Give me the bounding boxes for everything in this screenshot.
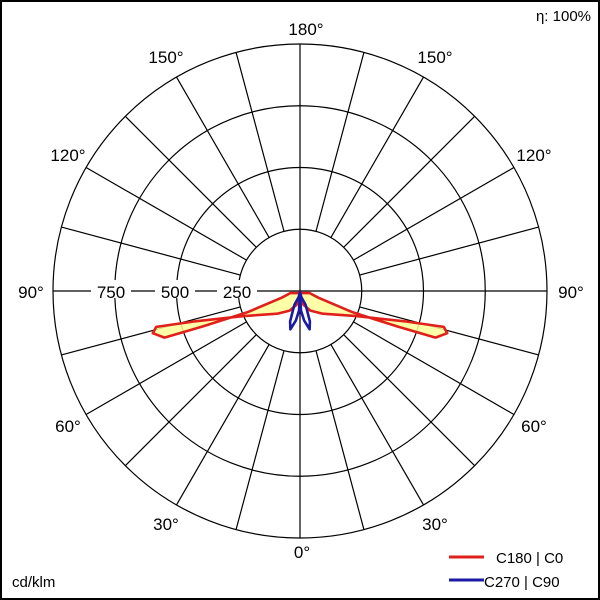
grid-spoke-210 [175, 76, 270, 238]
grid-spoke-45 [343, 334, 476, 467]
angle-label-120-left: 120° [50, 146, 85, 165]
angle-label-150-left: 150° [148, 48, 183, 67]
polar-grid [10, 43, 590, 539]
grid-spoke-315 [124, 334, 257, 467]
radial-tick-label-500: 500 [161, 283, 189, 302]
tick-label-bg-0 [91, 280, 131, 298]
grid-spoke-285 [61, 306, 241, 356]
angle-label-top: 180° [288, 20, 323, 39]
grid-spoke-195 [235, 52, 285, 232]
grid-spoke-255 [61, 226, 241, 276]
angle-label-120-right: 120° [516, 146, 551, 165]
grid-spoke-300 [85, 321, 247, 416]
angle-label-90-right: 90° [558, 283, 584, 302]
radial-tick-label-750: 750 [97, 283, 125, 302]
angle-label-60-right: 60° [521, 417, 547, 436]
grid-spoke-150 [330, 76, 425, 238]
angle-label-150-right: 150° [417, 48, 452, 67]
angle-label-bottom: 0° [294, 543, 310, 562]
angle-label-60-left: 60° [55, 417, 81, 436]
grid-spoke-75 [359, 306, 539, 356]
grid-spoke-135 [343, 115, 476, 248]
grid-spoke-225 [124, 115, 257, 248]
angle-label-90-left: 90° [18, 283, 44, 302]
series-curve-1 [288, 290, 312, 331]
tick-label-bg-2 [217, 280, 257, 298]
grid-spoke-120 [353, 166, 515, 261]
grid-spoke-240 [85, 166, 247, 261]
grid-spoke-30 [330, 344, 425, 506]
grid-spoke-165 [315, 52, 365, 232]
grid-spoke-105 [359, 226, 539, 276]
grid-spoke-15 [315, 350, 365, 530]
angle-label-30-left: 30° [153, 515, 179, 534]
efficiency-label: η: 100% [536, 8, 591, 25]
grid-spoke-345 [235, 350, 285, 530]
curves [151, 290, 449, 339]
angle-label-bg-left [10, 280, 50, 302]
grid-spoke-330 [175, 344, 270, 506]
axis-labels: 180° 150° 150° 120° 120° 90° 90° 60° 60°… [12, 8, 591, 591]
legend-label-c180-c0: C180 | C0 [496, 550, 563, 567]
tick-label-bg-1 [155, 280, 195, 298]
legend: C180 | C0 C270 | C90 [449, 550, 563, 591]
grid-spoke-60 [353, 321, 515, 416]
legend-label-c270-c90: C270 | C90 [484, 574, 560, 591]
angle-label-30-right: 30° [422, 515, 448, 534]
unit-label: cd/klm [12, 574, 55, 591]
angle-label-bg-right [550, 280, 590, 302]
radial-tick-label-250: 250 [223, 283, 251, 302]
